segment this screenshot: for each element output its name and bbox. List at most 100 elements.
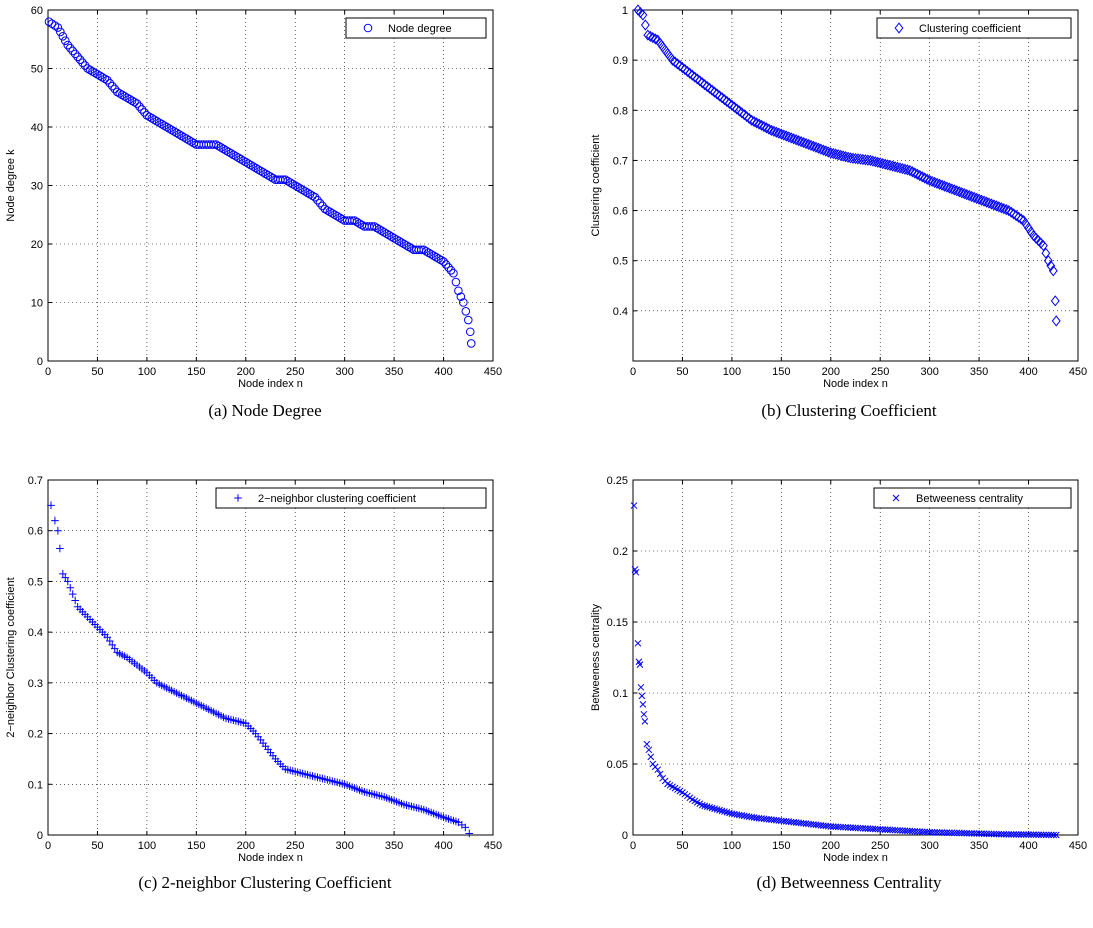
data-point-fill [726, 809, 733, 817]
data-point-fill [1045, 831, 1053, 839]
data-point-fill [298, 769, 307, 778]
data-point-fill [873, 156, 883, 168]
data-point-fill [115, 89, 124, 98]
data-point-fill [91, 620, 99, 629]
x-tick-label: 400 [1019, 366, 1037, 378]
data-point-fill [50, 21, 60, 30]
data-point-fill [831, 148, 841, 160]
data-point [182, 134, 191, 143]
data-point-fill [875, 157, 885, 169]
data-point [122, 93, 132, 103]
data-point [251, 163, 260, 173]
data-point-fill [732, 103, 742, 115]
data-point-fill [841, 151, 851, 163]
data-point-fill [797, 819, 805, 827]
data-point-fill [682, 65, 692, 78]
data-point-fill [397, 238, 406, 247]
data-point-fill [246, 160, 256, 170]
data-point-fill [828, 147, 838, 160]
x-tick-label: 300 [335, 366, 353, 378]
data-point-fill [154, 118, 164, 127]
data-point-fill [666, 781, 674, 789]
data-point [63, 577, 72, 586]
data-point-fill [421, 247, 431, 256]
x-tick-label: 150 [187, 840, 205, 852]
data-point [73, 52, 82, 62]
data-point-fill [61, 36, 70, 46]
data-point-fill [164, 124, 174, 133]
data-point-fill [387, 232, 396, 241]
legend-box [215, 487, 487, 509]
data-point-fill [890, 161, 900, 173]
data-point-fill [107, 81, 117, 91]
data-point-fill [700, 78, 710, 91]
data-point-fill [972, 192, 982, 204]
data-point-fill [279, 762, 287, 771]
data-point [59, 570, 67, 578]
legend-marker [234, 494, 242, 502]
data-point [300, 187, 310, 196]
data-point [399, 239, 409, 249]
data-point-fill [332, 211, 342, 221]
x-tick-label: 0 [630, 840, 636, 852]
data-point-fill [342, 216, 352, 225]
subfigure-caption: (a) Node Degree [208, 401, 321, 420]
plot-area [632, 479, 1079, 836]
data-point-fill [1036, 237, 1046, 249]
data-point-fill [1046, 260, 1056, 272]
data-point-fill [135, 102, 144, 111]
data-point-fill [703, 803, 711, 810]
data-point-fill [295, 184, 305, 193]
x-tick-label: 50 [676, 840, 688, 852]
data-point-fill [799, 136, 809, 149]
data-point-fill [990, 830, 998, 838]
data-point [103, 75, 112, 85]
data-point-fill [686, 794, 694, 802]
legend: Node degree [345, 17, 487, 39]
data-point-fill [105, 78, 115, 88]
data-point-fill [66, 583, 75, 592]
data-point-fill [1027, 831, 1035, 838]
data-point [634, 639, 642, 647]
data-point-fill [811, 141, 821, 153]
data-point-fill [372, 223, 382, 233]
data-point-fill [737, 107, 747, 119]
data-point-fill [180, 693, 188, 701]
series-markers [44, 17, 476, 348]
data-point-fill [249, 727, 257, 735]
data-point-fill [779, 129, 789, 141]
data-point-fill [915, 169, 925, 182]
data-point [1052, 831, 1060, 839]
chart-panel-d: 0 50 100 150 200 250 300 350 400 450 0 0.05 0.1 0.15 0… [590, 475, 1087, 892]
data-point-fill [935, 178, 944, 190]
data-point-fill [789, 133, 799, 145]
data-point-fill [804, 138, 813, 151]
data-point [767, 124, 776, 136]
data-point-fill [987, 198, 996, 210]
data-point-fill [125, 94, 134, 104]
data-point-fill [823, 146, 833, 158]
data-point [643, 740, 651, 748]
data-point-fill [748, 813, 756, 821]
data-point-fill [293, 182, 302, 192]
data-point-fill [955, 829, 963, 837]
data-point-fill [635, 6, 645, 19]
data-point [112, 87, 122, 97]
data-point-fill [120, 91, 129, 101]
data-point-fill [1020, 831, 1027, 838]
data-point [320, 204, 330, 214]
data-point-fill [922, 173, 932, 185]
data-point-fill [998, 830, 1005, 838]
legend-label: Node degree [388, 23, 452, 35]
data-point [951, 829, 958, 837]
data-point-fill [947, 183, 957, 195]
data-point-fill [1032, 831, 1040, 839]
x-tick-label: 450 [484, 840, 502, 852]
legend: Betweeness centrality [873, 487, 1072, 509]
data-point-fill [989, 199, 999, 211]
data-point [647, 753, 655, 761]
data-point-fill [288, 767, 297, 775]
y-tick-label: 0.3 [28, 678, 43, 690]
data-point [639, 701, 647, 708]
data-point-fill [397, 799, 406, 808]
